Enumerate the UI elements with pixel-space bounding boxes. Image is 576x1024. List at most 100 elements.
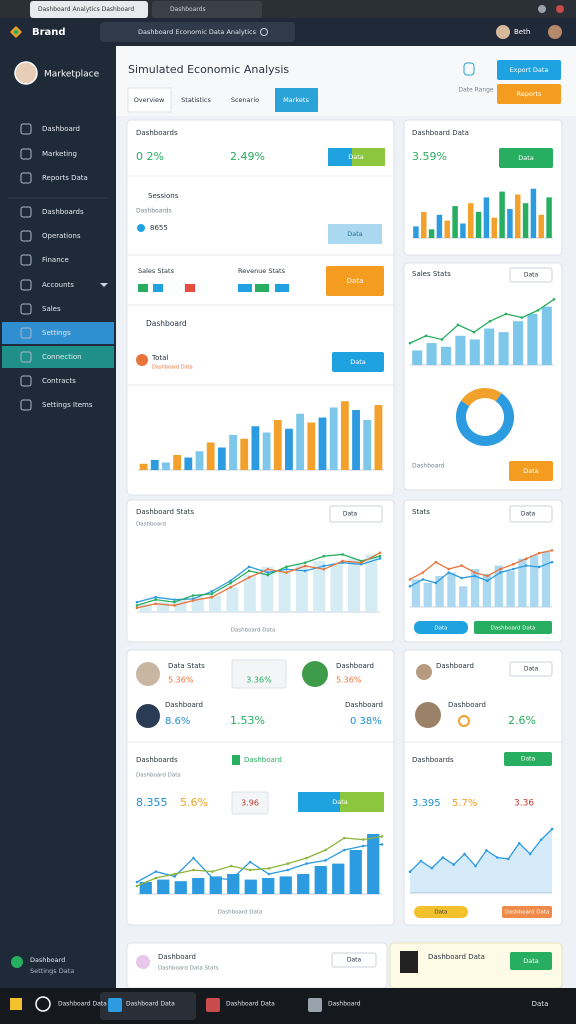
- action-button[interactable]: [497, 60, 561, 80]
- bar: [483, 197, 490, 238]
- bar: [251, 426, 260, 470]
- nav-item: Settings: [42, 329, 71, 337]
- button[interactable]: [298, 792, 340, 812]
- bar: [279, 876, 292, 894]
- stat-value: 1.53%: [230, 714, 265, 727]
- button[interactable]: [474, 621, 552, 634]
- point: [135, 606, 139, 610]
- nav-active[interactable]: [2, 322, 114, 344]
- taskbar-icon[interactable]: [108, 998, 122, 1012]
- button[interactable]: [326, 266, 384, 296]
- card-title: Dashboard Data: [412, 129, 469, 137]
- clock: Data: [532, 1000, 549, 1008]
- person-name: Dashboard: [436, 662, 474, 670]
- point: [135, 600, 139, 604]
- button[interactable]: [340, 792, 384, 812]
- bar: [469, 339, 480, 365]
- button[interactable]: [509, 267, 553, 283]
- window-button[interactable]: [538, 5, 546, 13]
- user-avatar[interactable]: [548, 25, 562, 39]
- bar: [261, 566, 274, 612]
- button[interactable]: [328, 224, 382, 244]
- button[interactable]: [331, 952, 377, 968]
- point: [434, 581, 438, 585]
- nav-item: Finance: [42, 256, 69, 264]
- button[interactable]: [352, 148, 385, 166]
- point: [286, 862, 290, 865]
- button-label: Dashboard Data: [505, 910, 550, 916]
- bar: [296, 413, 305, 470]
- button[interactable]: [329, 505, 383, 523]
- taskbar-item[interactable]: [100, 992, 196, 1020]
- tab[interactable]: [127, 87, 172, 113]
- nav-icon: [20, 351, 32, 363]
- pill: [185, 284, 195, 292]
- header-icon[interactable]: [463, 62, 475, 76]
- point: [536, 308, 540, 312]
- taskbar-icon[interactable]: [308, 998, 322, 1012]
- button[interactable]: [414, 906, 468, 918]
- bar: [229, 435, 237, 470]
- point: [303, 569, 307, 573]
- button[interactable]: [509, 461, 553, 481]
- point: [173, 872, 176, 876]
- section-title: Dashboards: [412, 756, 454, 764]
- taskbar-label: Dashboard Data: [58, 1001, 107, 1008]
- bar: [435, 575, 444, 607]
- tab-active[interactable]: [275, 88, 318, 112]
- browser-tab[interactable]: [30, 1, 148, 18]
- search-box[interactable]: [100, 22, 295, 42]
- point: [440, 338, 444, 341]
- point: [247, 576, 251, 579]
- search-icon[interactable]: [260, 28, 268, 36]
- point: [154, 598, 157, 601]
- avatar: [400, 951, 418, 973]
- button[interactable]: [499, 148, 553, 168]
- line: [136, 835, 383, 887]
- status-dot: [458, 715, 470, 727]
- taskbar-icon[interactable]: [35, 996, 51, 1012]
- nav-item: Contracts: [42, 377, 76, 385]
- bar: [541, 551, 551, 607]
- window-button[interactable]: [556, 5, 564, 13]
- stat-box: [231, 659, 287, 689]
- nav-item: Settings Items: [42, 401, 93, 409]
- point: [210, 590, 214, 593]
- taskbar-icon[interactable]: [10, 998, 22, 1010]
- search-text: Dashboard Economic Data Analytics: [138, 28, 257, 36]
- button[interactable]: [509, 661, 553, 677]
- stat-value: 8655: [150, 224, 168, 232]
- profile-avatar[interactable]: [14, 61, 38, 85]
- action-button[interactable]: [497, 84, 561, 104]
- button[interactable]: [504, 752, 552, 766]
- card-title: Sales Stats: [412, 270, 451, 278]
- button-label: Data: [434, 626, 447, 632]
- card-title: Stats: [412, 508, 430, 516]
- sidebar-footer: Dashboard: [30, 956, 65, 964]
- button[interactable]: [328, 148, 352, 166]
- point: [341, 553, 344, 556]
- button-label: Dashboard Data: [491, 626, 536, 632]
- button[interactable]: [502, 906, 552, 918]
- bar: [191, 597, 204, 612]
- section-title: Sales Stats: [138, 267, 175, 275]
- button[interactable]: [509, 505, 553, 523]
- button[interactable]: [332, 352, 384, 372]
- nav-icon: [20, 206, 32, 218]
- line: [409, 549, 553, 580]
- bar: [157, 879, 170, 894]
- point: [135, 604, 139, 607]
- nav-item: Marketing: [42, 150, 77, 158]
- bar: [484, 328, 495, 365]
- button[interactable]: [414, 621, 468, 634]
- user-avatar[interactable]: [496, 25, 510, 39]
- browser-tab[interactable]: [152, 1, 262, 18]
- point: [441, 856, 445, 859]
- nav-active[interactable]: [2, 346, 114, 368]
- stat-value: 3.36%: [246, 676, 272, 685]
- stat-value: 5.6%: [180, 796, 208, 809]
- button[interactable]: [510, 952, 552, 970]
- card-subtitle: Dashboard: [136, 522, 166, 528]
- point: [341, 559, 344, 563]
- taskbar-icon[interactable]: [206, 998, 220, 1012]
